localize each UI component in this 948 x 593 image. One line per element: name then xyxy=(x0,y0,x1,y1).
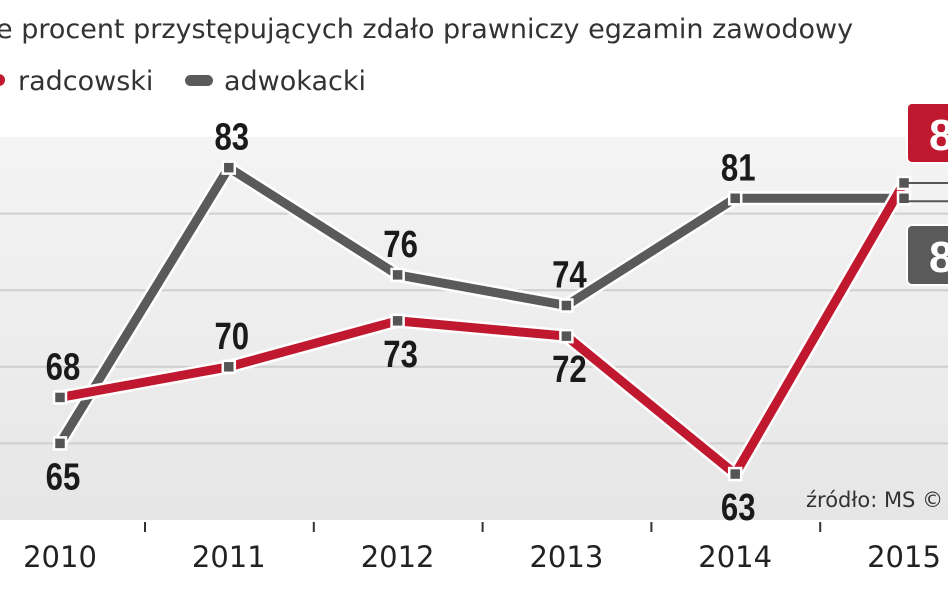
x-tick-label: 2015 xyxy=(867,540,941,574)
data-label-text: 65 xyxy=(46,457,81,499)
legend-swatch-adwokacki xyxy=(185,75,213,86)
end-value-box-radcowski xyxy=(906,102,948,164)
data-label-text: 81 xyxy=(721,147,756,189)
data-label-radcowski: 63 xyxy=(721,487,756,529)
data-label-adwokacki: 81 xyxy=(721,147,756,189)
data-label-text: 68 xyxy=(46,347,81,389)
data-point-adwokacki xyxy=(727,191,743,206)
data-point-adwokacki xyxy=(896,191,912,206)
chart-title: e procent przystępujących zdało prawnicz… xyxy=(0,14,853,45)
series-line-radcowski xyxy=(59,180,908,481)
legend-label-adwokacki: adwokacki xyxy=(224,66,366,97)
data-label-adwokacki: 74 xyxy=(552,255,587,297)
data-point-radcowski xyxy=(52,390,68,405)
end-value-label-adwokacki: 8 xyxy=(929,233,948,282)
x-tick-label: 2014 xyxy=(698,540,772,574)
data-point-radcowski xyxy=(559,328,574,344)
data-label-radcowski: 73 xyxy=(383,334,418,376)
data-point-adwokacki xyxy=(559,298,574,313)
data-label-radcowski: 70 xyxy=(214,316,249,358)
data-point-radcowski xyxy=(727,466,743,482)
data-label-text: 72 xyxy=(552,349,587,391)
x-tick-label: 2013 xyxy=(529,540,603,574)
data-point-adwokacki xyxy=(221,160,237,175)
data-label-radcowski: 72 xyxy=(552,349,587,391)
data-label-adwokacki: 83 xyxy=(214,117,249,159)
data-label-text: 76 xyxy=(383,224,418,266)
source-note: źródło: MS © xyxy=(806,488,943,512)
data-point-radcowski xyxy=(390,313,405,329)
data-label-adwokacki: 76 xyxy=(383,224,418,266)
legend-swatch-radcowski xyxy=(0,74,5,86)
data-label-text: 63 xyxy=(721,487,756,529)
end-value-label-radcowski: 8 xyxy=(929,111,948,160)
x-tick-label: 2012 xyxy=(361,540,435,574)
data-label-text: 83 xyxy=(214,117,249,159)
data-label-adwokacki: 65 xyxy=(46,457,81,499)
data-label-text: 73 xyxy=(383,334,418,376)
end-value-box-adwokacki xyxy=(906,224,948,286)
data-point-adwokacki xyxy=(390,267,405,283)
legend-label-radcowski: radcowski xyxy=(18,66,153,97)
data-label-radcowski: 68 xyxy=(46,347,81,389)
x-tick-label: 2011 xyxy=(192,540,266,574)
data-point-adwokacki xyxy=(52,436,68,451)
series-line-adwokacki xyxy=(56,161,904,446)
data-label-text: 70 xyxy=(214,316,249,358)
legend: radcowski adwokacki xyxy=(0,66,366,97)
data-point-radcowski xyxy=(221,359,237,375)
x-tick-label: 2010 xyxy=(23,540,97,574)
data-label-text: 74 xyxy=(552,255,587,297)
